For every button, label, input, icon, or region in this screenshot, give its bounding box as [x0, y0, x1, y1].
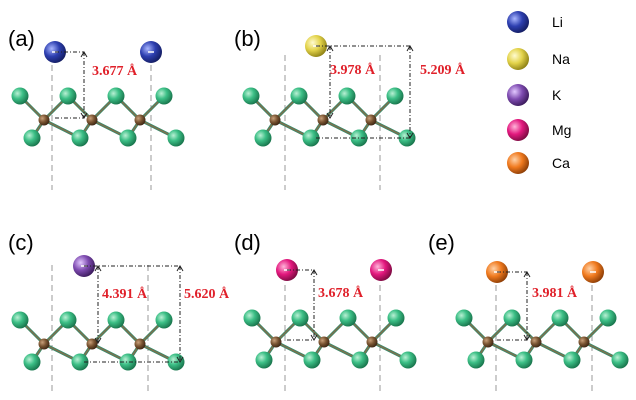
nonmetal-atom [455, 309, 473, 327]
arrow-head [310, 334, 318, 341]
nonmetal-atom [399, 351, 417, 369]
nonmetal-atom [119, 129, 137, 147]
nonmetal-atom [167, 129, 185, 147]
nonmetal-atom [254, 129, 272, 147]
arrow-head [326, 112, 334, 119]
arrow-head [176, 265, 184, 272]
arrow-head [523, 271, 531, 278]
nonmetal-atom [255, 351, 273, 369]
nonmetal-atom [515, 351, 533, 369]
arrow-head [80, 51, 88, 58]
nonmetal-atom [339, 309, 357, 327]
metal-atom [86, 338, 98, 350]
legend-label-ca: Ca [552, 155, 570, 171]
nonmetal-atom [23, 353, 41, 371]
nonmetal-atom [59, 311, 77, 329]
panel-d-structure [243, 259, 417, 395]
legend-label-k: K [552, 87, 562, 103]
nonmetal-atom [155, 311, 173, 329]
metal-atom [270, 336, 282, 348]
nonmetal-atom [107, 311, 125, 329]
legend-swatch-k [507, 84, 529, 106]
legend-label-na: Na [552, 51, 570, 67]
metal-atom [482, 336, 494, 348]
nonmetal-atom [551, 309, 569, 327]
nonmetal-atom [338, 87, 356, 105]
metal-atom [86, 114, 98, 126]
nonmetal-atom [11, 87, 29, 105]
nonmetal-atom [290, 87, 308, 105]
distance-label-c-inner: 4.391 Å [102, 286, 148, 302]
metal-atom [530, 336, 542, 348]
panel-label-e: (e) [428, 230, 455, 255]
metal-atom [317, 114, 329, 126]
nonmetal-atom [107, 87, 125, 105]
arrow-head [310, 269, 318, 276]
nonmetal-atom [155, 87, 173, 105]
metal-atom [318, 336, 330, 348]
metal-atom [578, 336, 590, 348]
nonmetal-atom [23, 129, 41, 147]
arrow-head [176, 356, 184, 363]
panel-label-d: (d) [234, 230, 261, 255]
metal-atom [134, 114, 146, 126]
nonmetal-atom [387, 309, 405, 327]
panel-a-structure [11, 41, 185, 190]
panel-label-a: (a) [8, 26, 35, 51]
panel-label-c: (c) [8, 230, 34, 255]
panel-e-structure [455, 261, 629, 395]
legend-swatch-li [507, 11, 529, 33]
distance-label-d: 3.678 Å [318, 285, 364, 301]
nonmetal-atom [71, 353, 89, 371]
nonmetal-atom [563, 351, 581, 369]
distance-label-e: 3.981 Å [532, 285, 578, 301]
legend-swatch-ca [507, 152, 529, 174]
panel-label-b: (b) [234, 26, 261, 51]
arrow-head [406, 45, 414, 52]
nonmetal-atom [303, 351, 321, 369]
distance-label-b-outer: 5.209 Å [420, 62, 466, 78]
arrow-head [94, 265, 102, 272]
nonmetal-atom [351, 351, 369, 369]
distance-label-c-outer: 5.620 Å [184, 286, 230, 302]
nonmetal-atom [386, 87, 404, 105]
metal-atom [365, 114, 377, 126]
legend-label-li: Li [552, 14, 563, 30]
nonmetal-atom [599, 309, 617, 327]
nonmetal-atom [242, 87, 260, 105]
nonmetal-atom [467, 351, 485, 369]
distance-label-a: 3.677 Å [92, 63, 138, 79]
legend: Li Na K Mg Ca [507, 11, 571, 174]
nonmetal-atom [59, 87, 77, 105]
nonmetal-atom [71, 129, 89, 147]
arrow-head [326, 45, 334, 52]
nonmetal-atom [503, 309, 521, 327]
nonmetal-atom [11, 311, 29, 329]
legend-swatch-mg [507, 119, 529, 141]
metal-atom [38, 114, 50, 126]
metal-atom [366, 336, 378, 348]
nonmetal-atom [119, 353, 137, 371]
metal-atom [269, 114, 281, 126]
nonmetal-atom [243, 309, 261, 327]
nonmetal-atom [302, 129, 320, 147]
arrow-head [94, 337, 102, 344]
distance-label-b-inner: 3.978 Å [330, 62, 376, 78]
panel-b-structure [242, 35, 416, 190]
legend-swatch-na [507, 48, 529, 70]
legend-label-mg: Mg [552, 122, 571, 138]
nonmetal-atom [291, 309, 309, 327]
metal-atom [134, 338, 146, 350]
metal-atom [38, 338, 50, 350]
nonmetal-atom [611, 351, 629, 369]
panel-c-structure [11, 255, 185, 395]
